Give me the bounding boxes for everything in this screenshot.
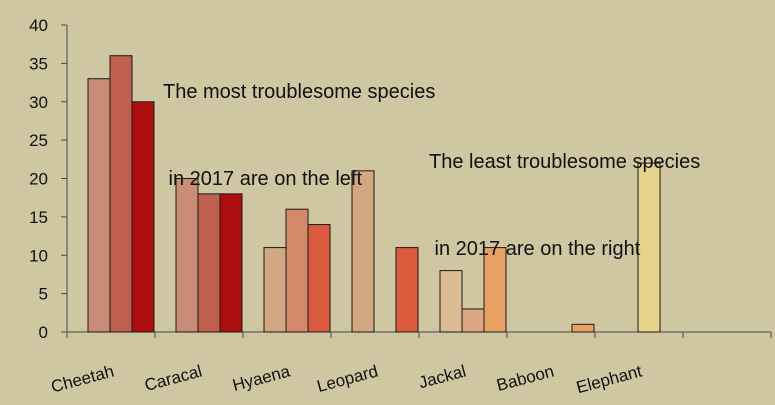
annotation-right-line-2: in 2017 are on the right xyxy=(429,238,641,260)
y-tick-label: 35 xyxy=(29,54,48,73)
x-tick-label-hyaena: Hyaena xyxy=(231,361,293,395)
annotation-left: The most troublesome species in 2017 are… xyxy=(163,20,435,252)
bar-leopard-0 xyxy=(351,170,375,333)
y-tick-label: 15 xyxy=(29,208,48,227)
y-tick-label: 30 xyxy=(29,93,48,112)
y-tick-label: 10 xyxy=(29,246,48,265)
y-tick-label: 40 xyxy=(29,16,48,35)
x-tick-label-caracal: Caracal xyxy=(143,362,205,396)
bar-hyaena-2 xyxy=(307,224,331,333)
x-tick-label-elephant: Elephant xyxy=(574,361,644,397)
bar-cheetah-1 xyxy=(109,55,133,333)
x-tick-label-baboon: Baboon xyxy=(494,362,556,396)
y-tick-label: 0 xyxy=(39,323,48,342)
x-tick-label-cheetah: Cheetah xyxy=(49,362,116,397)
bar-cheetah-2 xyxy=(131,101,155,333)
annotation-left-line-2: in 2017 are on the left xyxy=(163,168,363,190)
y-tick-label: 25 xyxy=(29,131,48,150)
bar-caracal-2 xyxy=(219,193,243,333)
bar-jackal-2 xyxy=(483,247,507,333)
bar-leopard-2 xyxy=(395,247,419,333)
bars xyxy=(87,55,661,333)
bar-elephant-1 xyxy=(637,162,661,333)
bar-jackal-0 xyxy=(439,270,463,333)
annotation-left-line-1: The most troublesome species xyxy=(163,81,436,103)
x-tick-label-leopard: Leopard xyxy=(315,362,380,397)
bar-baboon-2 xyxy=(571,323,595,333)
annotation-right-line-1: The least troublesome species xyxy=(429,151,701,173)
y-tick-label: 20 xyxy=(29,170,48,189)
annotation-right: The least troublesome species in 2017 ar… xyxy=(429,90,700,322)
x-tick-label-jackal: Jackal xyxy=(417,362,468,393)
bar-hyaena-0 xyxy=(263,247,287,333)
y-tick-label: 5 xyxy=(39,285,48,304)
bar-cheetah-0 xyxy=(87,78,111,333)
